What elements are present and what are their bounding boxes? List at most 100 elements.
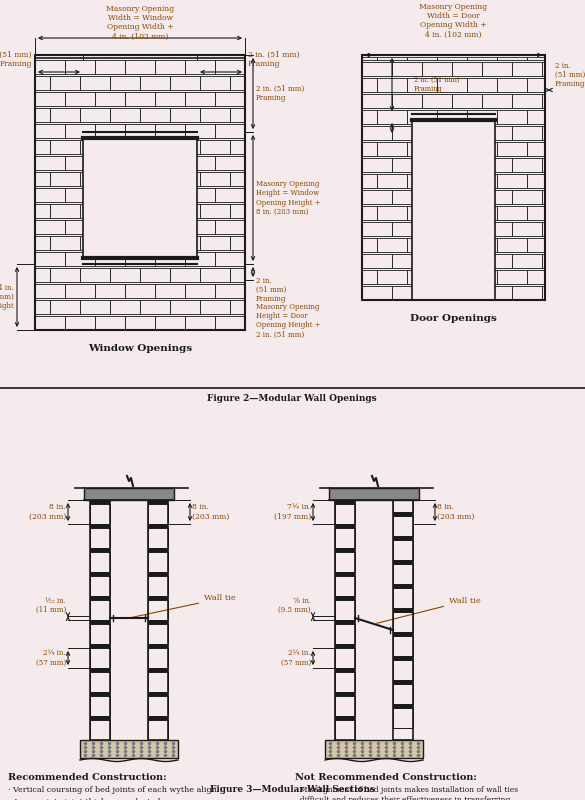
Bar — [437, 206, 467, 220]
Bar — [148, 528, 168, 548]
Bar — [35, 315, 65, 330]
Bar — [80, 203, 110, 218]
Bar — [125, 283, 155, 298]
Bar — [482, 254, 512, 268]
Bar — [393, 636, 413, 656]
Bar — [407, 270, 437, 284]
Bar — [90, 624, 110, 644]
Bar — [185, 91, 215, 106]
Bar — [148, 648, 168, 668]
Bar — [95, 283, 125, 298]
Bar — [50, 57, 80, 58]
Bar — [377, 270, 407, 284]
Bar — [422, 158, 452, 172]
Bar — [35, 55, 245, 330]
Bar — [140, 299, 170, 314]
Bar — [393, 500, 413, 512]
Text: 2 in. (51 mm)
Framing: 2 in. (51 mm) Framing — [248, 50, 300, 68]
Bar — [140, 267, 170, 282]
Bar — [35, 203, 50, 218]
Text: ⅞ in.
(9.5 mm): ⅞ in. (9.5 mm) — [278, 597, 311, 614]
Bar — [215, 123, 245, 138]
Bar — [362, 206, 377, 220]
Bar — [155, 59, 185, 74]
Bar — [437, 78, 467, 92]
Text: 2 in. (51 mm)
Framing: 2 in. (51 mm) Framing — [0, 50, 32, 68]
Bar — [482, 158, 512, 172]
Bar — [467, 57, 497, 60]
Bar — [497, 238, 527, 252]
Bar — [95, 59, 125, 74]
Bar — [110, 75, 140, 90]
Bar — [148, 548, 168, 552]
Text: 2¼ in.
(57 mm): 2¼ in. (57 mm) — [36, 650, 66, 666]
Bar — [35, 187, 65, 202]
Bar — [90, 528, 110, 548]
Bar — [437, 174, 467, 188]
Bar — [148, 668, 168, 672]
Bar — [377, 206, 407, 220]
Bar — [335, 720, 355, 740]
Bar — [422, 190, 452, 204]
Bar — [185, 187, 215, 202]
Bar — [80, 57, 110, 58]
Bar — [467, 78, 497, 92]
Bar — [200, 203, 230, 218]
Bar — [452, 254, 482, 268]
Bar — [407, 206, 437, 220]
Bar — [185, 251, 215, 266]
Bar — [437, 110, 467, 124]
Bar — [482, 190, 512, 204]
Bar — [329, 488, 419, 500]
Bar — [155, 155, 185, 170]
Bar — [527, 174, 545, 188]
Bar — [80, 139, 110, 154]
Bar — [393, 656, 413, 660]
Bar — [377, 57, 407, 60]
Bar — [110, 57, 140, 58]
Bar — [542, 126, 545, 140]
Bar — [200, 107, 230, 122]
Bar — [407, 238, 437, 252]
Bar — [110, 171, 140, 186]
Bar — [527, 270, 545, 284]
Text: · Vertical coursing of bed joints of each wythe align.: · Vertical coursing of bed joints of eac… — [8, 786, 219, 794]
Bar — [362, 238, 377, 252]
Bar — [362, 254, 392, 268]
Bar — [362, 126, 392, 140]
Bar — [215, 219, 245, 234]
Bar — [325, 740, 423, 758]
Bar — [125, 123, 155, 138]
Bar — [437, 238, 467, 252]
Bar — [467, 238, 497, 252]
Bar — [170, 139, 200, 154]
Bar — [393, 588, 413, 608]
Bar — [155, 219, 185, 234]
Bar — [95, 123, 125, 138]
Bar — [200, 75, 230, 90]
Bar — [125, 91, 155, 106]
Bar — [362, 286, 392, 300]
Bar — [230, 299, 245, 314]
Bar — [155, 251, 185, 266]
Bar — [542, 158, 545, 172]
Bar — [35, 107, 50, 122]
Bar — [452, 286, 482, 300]
Bar — [542, 254, 545, 268]
Text: 7¾ in.
(197 mm): 7¾ in. (197 mm) — [274, 503, 311, 521]
Bar — [140, 171, 170, 186]
Bar — [90, 504, 110, 524]
Bar — [335, 696, 355, 716]
Bar — [335, 716, 355, 720]
Bar — [362, 174, 377, 188]
Bar — [392, 222, 422, 236]
Bar — [90, 600, 110, 620]
Bar — [542, 190, 545, 204]
Bar — [393, 564, 413, 584]
Bar — [362, 190, 392, 204]
Bar — [200, 139, 230, 154]
Bar — [215, 91, 245, 106]
Bar — [90, 672, 110, 692]
Bar — [392, 254, 422, 268]
Bar — [35, 55, 245, 330]
